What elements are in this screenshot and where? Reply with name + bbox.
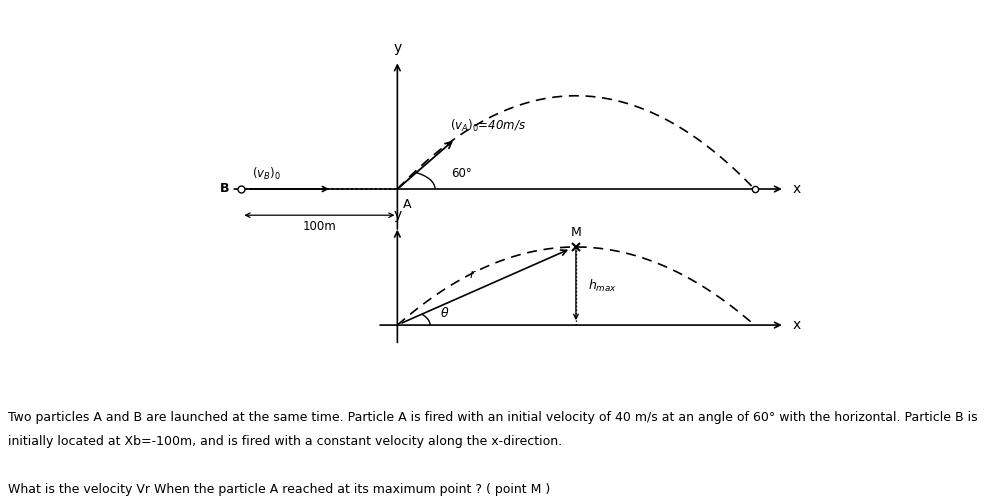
Text: $(v_A)_0$=40m/s: $(v_A)_0$=40m/s	[450, 117, 526, 134]
Text: initially located at Xb=-100m, and is fired with a constant velocity along the x: initially located at Xb=-100m, and is fi…	[8, 435, 562, 448]
Text: θ: θ	[441, 307, 449, 320]
Text: $h_{max}$: $h_{max}$	[588, 278, 617, 294]
Text: Two particles A and B are launched at the same time. Particle A is fired with an: Two particles A and B are launched at th…	[8, 411, 978, 424]
Text: What is the velocity Vr When the particle A reached at its maximum point ? ( poi: What is the velocity Vr When the particl…	[8, 483, 550, 496]
Text: 100m: 100m	[303, 220, 336, 233]
Text: M: M	[570, 226, 581, 239]
Text: A: A	[403, 198, 411, 211]
Text: y: y	[393, 41, 401, 55]
Text: r: r	[470, 268, 475, 281]
Text: B: B	[220, 182, 229, 196]
Text: 60°: 60°	[451, 167, 472, 180]
Text: x: x	[793, 318, 801, 332]
Text: x: x	[793, 182, 801, 196]
Text: $(v_B)_0$: $(v_B)_0$	[252, 166, 281, 182]
Text: y: y	[393, 208, 401, 222]
